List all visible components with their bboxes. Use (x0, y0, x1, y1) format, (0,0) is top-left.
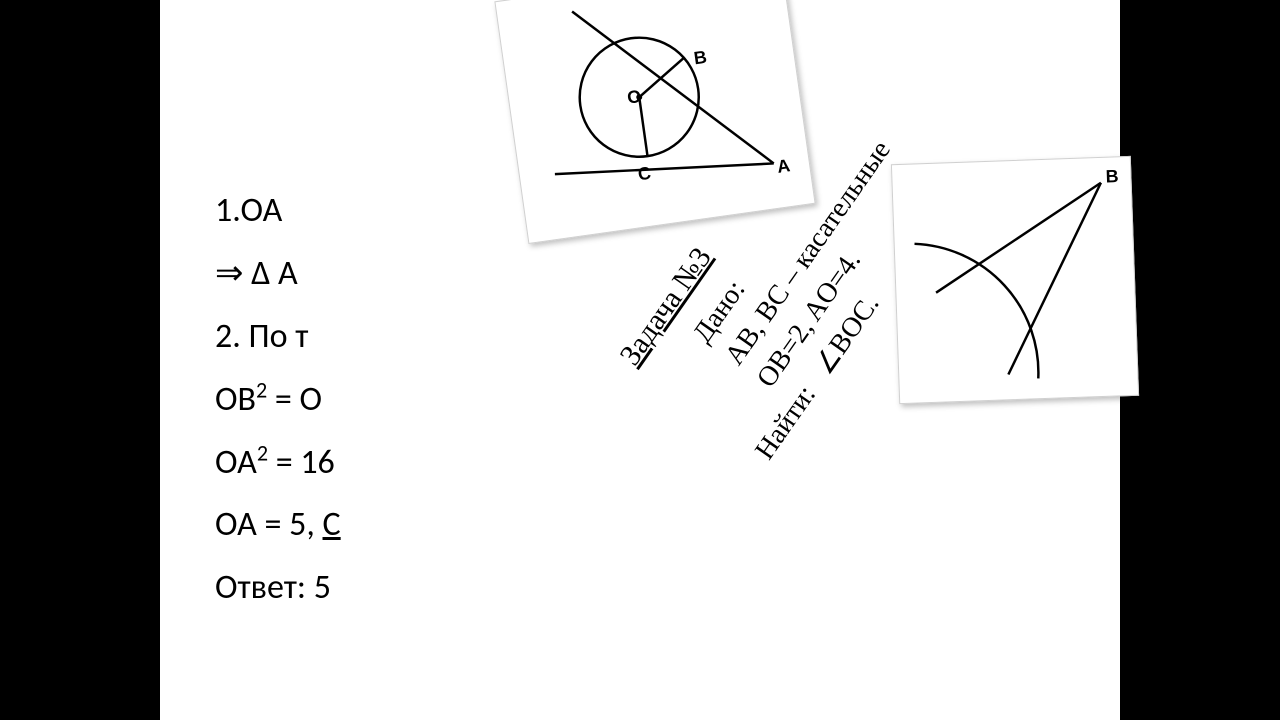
figure2-label-b: B (1105, 166, 1119, 186)
solution-line-1: 1.OA (215, 180, 341, 243)
ob-eq: = O (267, 379, 322, 420)
solution-line-5: OA2 = 16 (215, 432, 341, 495)
oa-eq: = 16 (268, 442, 335, 483)
slide-area: 1.OA ⇒ Δ A 2. По т OB2 = O OA2 = 16 OA =… (160, 0, 1120, 720)
figure2-arc (915, 240, 1039, 383)
oa5-text: OA = 5, (215, 504, 323, 545)
figure1-label-b: B (692, 47, 708, 69)
figure1-label-o: O (626, 86, 643, 108)
c-underline: C (323, 504, 341, 545)
solution-text-block: 1.OA ⇒ Δ A 2. По т OB2 = O OA2 = 16 OA =… (215, 180, 341, 620)
solution-line-7: Ответ: 5 (215, 557, 341, 620)
figure2-line-2 (1002, 183, 1108, 375)
solution-line-6: OA = 5, C (215, 494, 341, 557)
solution-line-2: ⇒ Δ A (215, 243, 341, 306)
ob-text: OB (215, 379, 256, 420)
figure1-label-c: C (637, 163, 653, 185)
solution-line-3: 2. По т (215, 306, 341, 369)
solution-line-4: OB2 = O (215, 369, 341, 432)
oa-text: OA (215, 442, 257, 483)
